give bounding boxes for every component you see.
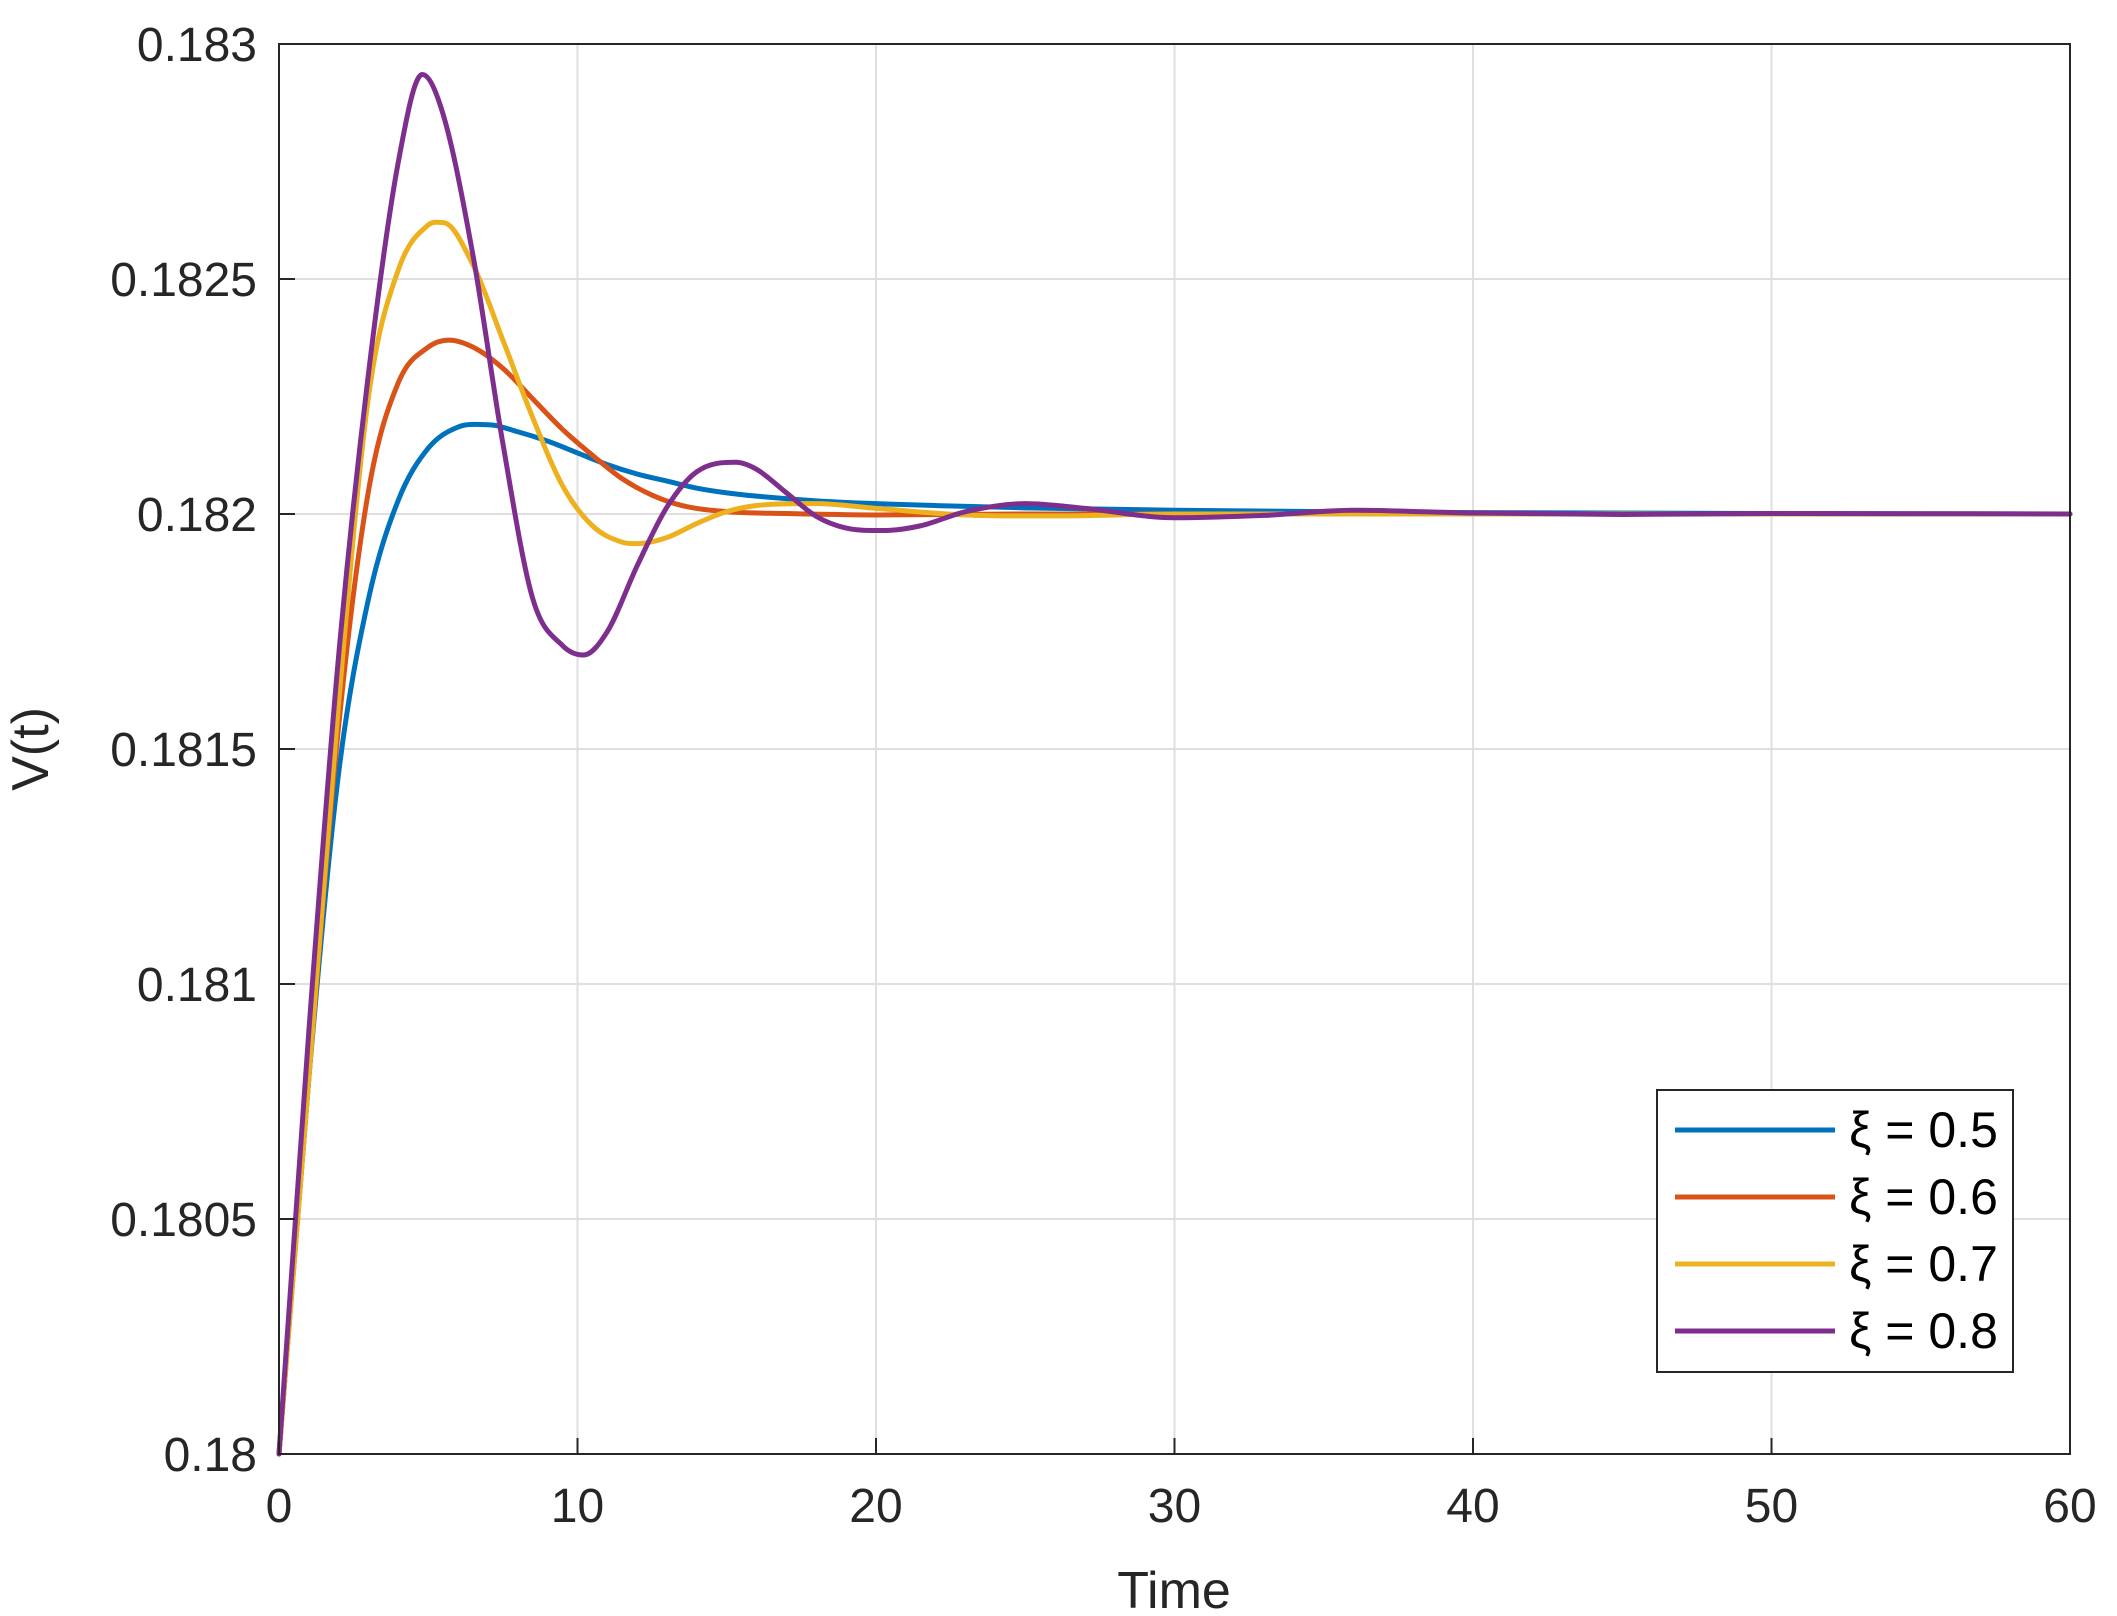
y-tick-label: 0.18 [164, 1429, 257, 1482]
legend-label-2: ξ = 0.6 [1849, 1169, 1998, 1225]
legend: ξ = 0.5 ξ = 0.6 ξ = 0.7 ξ = 0.8 [1656, 1089, 2014, 1373]
x-tick-label: 30 [1148, 1480, 1201, 1533]
x-tick-label: 10 [551, 1480, 604, 1533]
ticks: 0 10 20 30 40 50 60 0.18 0.1805 0.181 0.1815 0.182 0… [110, 19, 2097, 1533]
x-axis-label: Time [1117, 1562, 1231, 1616]
legend-label-4: ξ = 0.8 [1849, 1303, 1998, 1359]
x-tick-label: 50 [1745, 1480, 1798, 1533]
legend-label-1: ξ = 0.5 [1849, 1102, 1998, 1158]
y-tick-label: 0.1825 [110, 254, 257, 307]
series-line-4 [276, 72, 2073, 1457]
y-tick-label: 0.1805 [110, 1194, 257, 1247]
y-tick-label: 0.182 [137, 489, 257, 542]
x-tick-label: 60 [2043, 1480, 2096, 1533]
y-tick-label: 0.1815 [110, 724, 257, 777]
legend-box [1656, 1089, 2014, 1373]
y-tick-label: 0.181 [137, 959, 257, 1012]
y-axis-label: V(t) [2, 707, 60, 791]
x-tick-label: 20 [849, 1480, 902, 1533]
x-tick-label: 40 [1446, 1480, 1499, 1533]
legend-label-3: ξ = 0.7 [1849, 1236, 1998, 1292]
series-group [276, 72, 2073, 1457]
x-tick-label: 0 [266, 1480, 293, 1533]
y-tick-label: 0.183 [137, 19, 257, 72]
